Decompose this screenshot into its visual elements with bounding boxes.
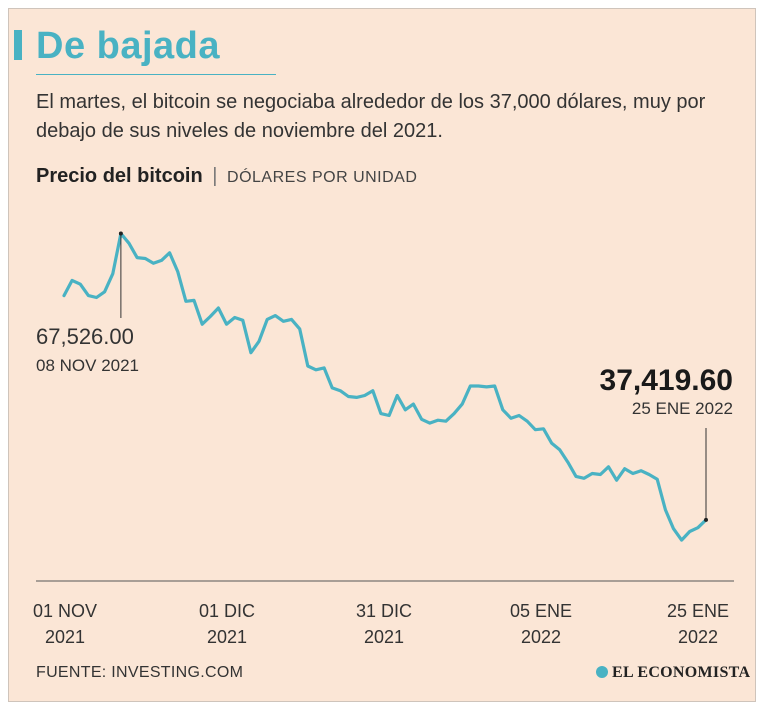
x-tick-label: 2021 — [207, 627, 247, 647]
series-line-bitcoin — [62, 231, 708, 542]
annotation-max-value: 67,526.00 — [36, 324, 134, 349]
x-tick-label: 01 DIC — [199, 601, 255, 621]
annotation-last-date: 25 ENE 2022 — [632, 399, 733, 418]
x-tick-label: 01 NOV — [33, 601, 97, 621]
annotation-last-value: 37,419.60 — [600, 364, 733, 397]
infographic-card — [8, 8, 756, 702]
title-accent-bar — [14, 30, 22, 60]
source-note: FUENTE: INVESTING.COM — [36, 664, 244, 681]
x-tick-label: 2021 — [364, 627, 404, 647]
x-tick-label: 05 ENE — [510, 601, 572, 621]
x-tick-label: 31 DIC — [356, 601, 412, 621]
chart-title: Precio del bitcoin — [36, 165, 203, 187]
chart-header-separator: | — [212, 165, 218, 187]
chart-unit: DÓLARES POR UNIDAD — [227, 169, 418, 186]
brand-logo: EL ECONOMISTA — [596, 664, 750, 682]
title-underline — [36, 74, 276, 75]
subtitle: El martes, el bitcoin se negociaba alred… — [36, 91, 706, 142]
logo-mark-icon — [596, 666, 608, 678]
annotation-last-marker — [704, 517, 708, 522]
x-tick-label: 25 ENE — [667, 601, 729, 621]
x-tick-label: 2021 — [45, 627, 85, 647]
page-title: De bajada — [36, 25, 221, 67]
x-tick-label: 2022 — [678, 627, 718, 647]
x-tick-labels: 01 NOV 2021 01 DIC 2021 31 DIC 2021 05 ENE 2022… — [33, 601, 729, 647]
annotation-max-marker — [118, 231, 123, 236]
x-tick-label: 2022 — [521, 627, 561, 647]
logo-text: EL ECONOMISTA — [612, 664, 751, 681]
annotation-max-date: 08 NOV 2021 — [36, 356, 139, 375]
chart-header: Precio del bitcoin | DÓLARES POR UNIDAD — [36, 162, 417, 192]
